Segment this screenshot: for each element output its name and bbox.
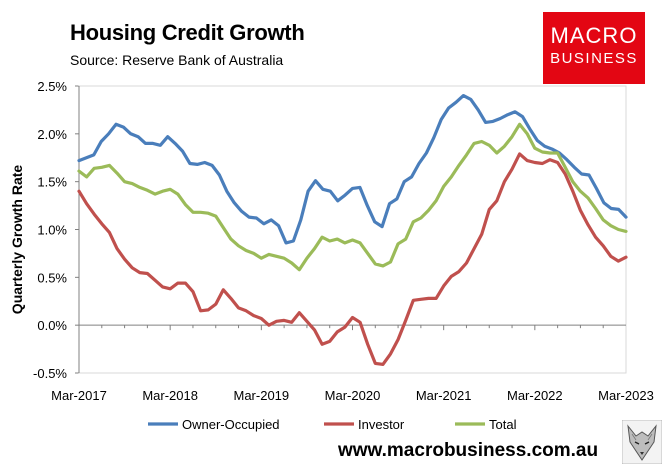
y-tick-label: 0.5% [37,270,67,285]
chart-title: Housing Credit Growth [70,20,305,45]
x-tick-label: Mar-2021 [416,388,472,403]
series-line-owner-occupied [77,93,628,245]
x-axis-ticks: Mar-2017 Mar-2018 Mar-2019 Mar-2020 Mar-2021… [51,325,654,403]
logo-line-2: BUSINESS [550,50,638,67]
y-axis-ticks: -0.5% 0.0% 0.5% 1.0% 1.5% 2.0% 2.5% [33,79,79,381]
x-tick-label: Mar-2017 [51,388,107,403]
x-tick-label: Mar-2020 [325,388,381,403]
x-tick-label: Mar-2018 [142,388,198,403]
y-tick-label: 2.5% [37,79,67,94]
x-tick-label: Mar-2023 [598,388,654,403]
axes [78,85,627,374]
footer-url: www.macrobusiness.com.au [338,440,599,461]
series-line-total [77,122,628,272]
y-tick-label: -0.5% [33,366,67,381]
y-tick-label: 0.0% [37,318,67,333]
series-line-investor [77,152,628,366]
legend: Owner-Occupied Investor Total [148,417,517,432]
series-lines [77,93,628,366]
x-tick-label: Mar-2022 [507,388,563,403]
y-axis-label-group: Quarterly Growth Rate [9,165,25,315]
y-axis-title: Quarterly Growth Rate [9,165,25,315]
legend-label: Total [489,417,517,432]
y-tick-label: 1.5% [37,175,67,190]
legend-label: Investor [358,417,405,432]
y-tick-label: 1.0% [37,223,67,238]
y-tick-label: 2.0% [37,127,67,142]
chart-subtitle: Source: Reserve Bank of Australia [70,52,284,68]
macrobusiness-logo: MACRO BUSINESS [543,12,645,84]
fox-icon [622,420,662,464]
logo-line-1: MACRO [550,23,638,48]
x-tick-label: Mar-2019 [234,388,290,403]
legend-label: Owner-Occupied [182,417,280,432]
